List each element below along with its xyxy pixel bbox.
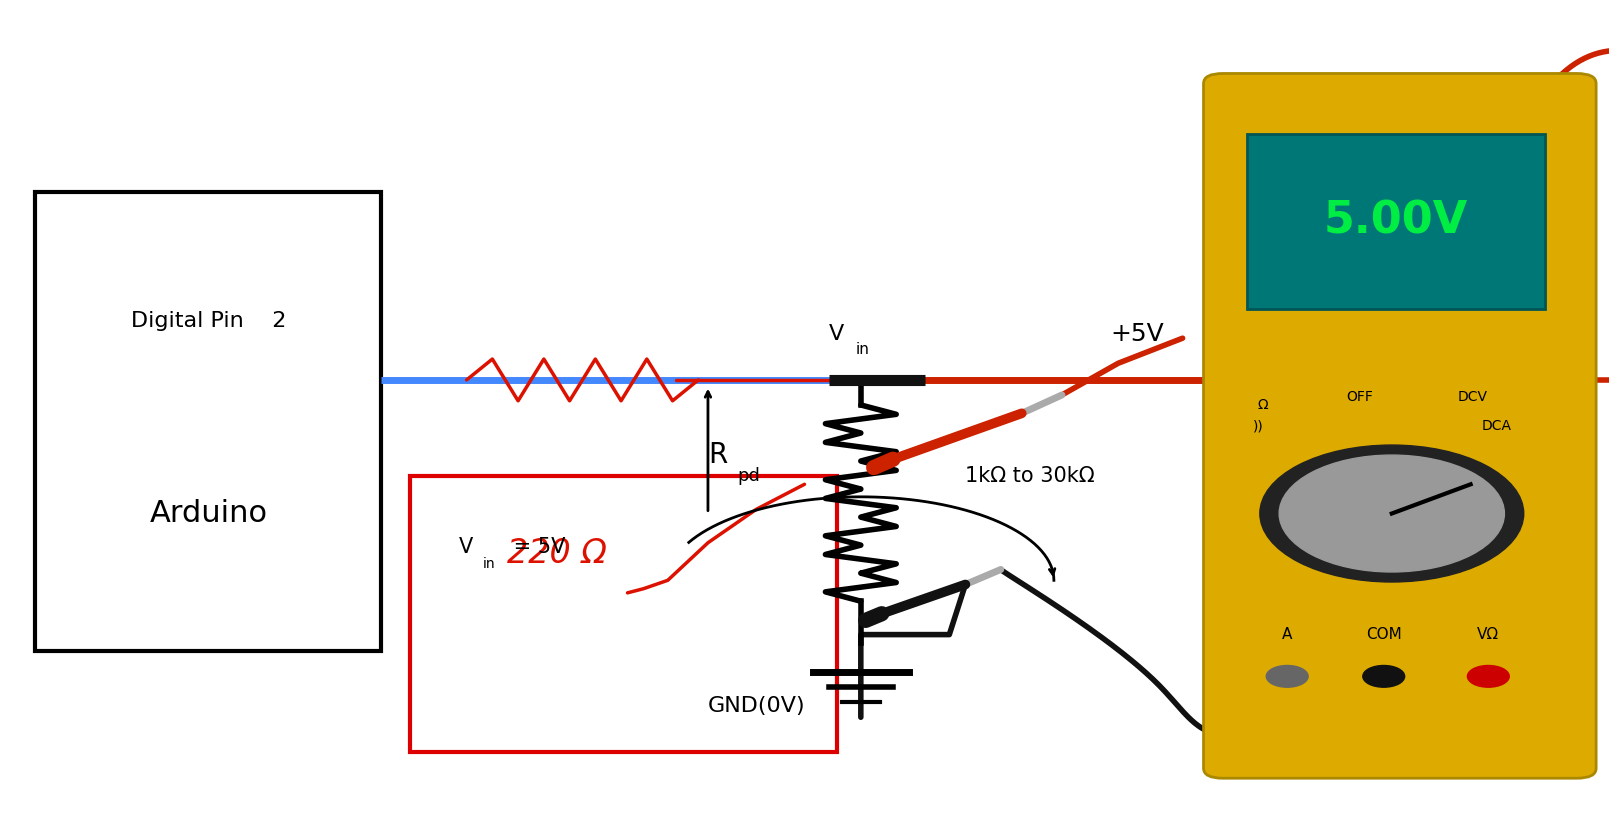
Circle shape	[1363, 665, 1405, 687]
Text: in: in	[856, 342, 870, 357]
Text: DCV: DCV	[1458, 390, 1487, 404]
Text: = 5V: = 5V	[507, 537, 565, 557]
Text: 5.00V: 5.00V	[1324, 200, 1467, 243]
FancyBboxPatch shape	[1204, 73, 1596, 778]
Text: +5V: +5V	[1110, 322, 1163, 346]
Circle shape	[1266, 665, 1308, 687]
Text: GND(0V): GND(0V)	[708, 696, 804, 716]
Text: VΩ: VΩ	[1477, 627, 1500, 642]
Text: 1kΩ to 30kΩ: 1kΩ to 30kΩ	[965, 466, 1096, 486]
Text: )): ))	[1253, 419, 1263, 433]
Circle shape	[1260, 445, 1524, 582]
Text: Digital Pin    2: Digital Pin 2	[130, 311, 286, 331]
Bar	[1247, 134, 1545, 309]
Text: V: V	[829, 324, 843, 344]
Bar	[410, 476, 837, 752]
Text: COM: COM	[1366, 627, 1401, 642]
Text: Arduino: Arduino	[150, 499, 267, 528]
Text: R: R	[708, 441, 727, 469]
Bar	[35, 192, 381, 651]
Text: Ω: Ω	[1258, 398, 1268, 412]
Text: in: in	[483, 557, 496, 570]
Circle shape	[1279, 455, 1504, 572]
Text: 220 Ω: 220 Ω	[507, 537, 607, 569]
Circle shape	[1467, 665, 1509, 687]
Text: V: V	[459, 537, 473, 557]
Text: DCA: DCA	[1482, 419, 1511, 433]
Text: OFF: OFF	[1347, 390, 1372, 404]
Text: A: A	[1282, 627, 1292, 642]
Text: pd: pd	[737, 467, 759, 485]
